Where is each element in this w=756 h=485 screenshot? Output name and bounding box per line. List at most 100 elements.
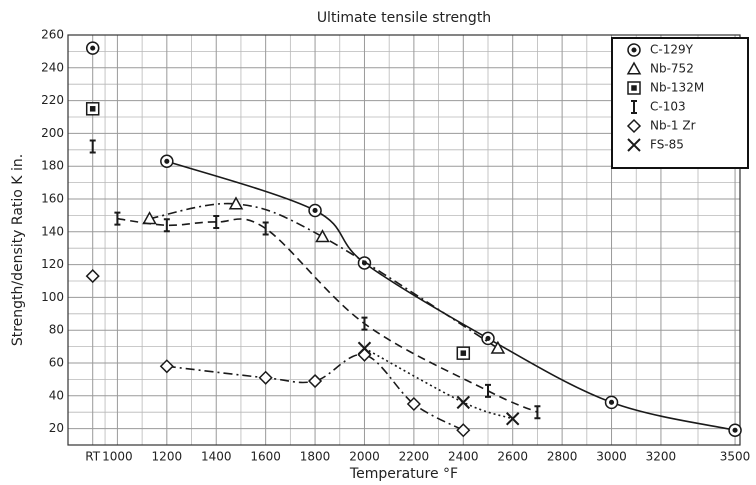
marker — [485, 383, 491, 398]
x-tick-label: 1200 — [152, 450, 183, 464]
marker — [626, 118, 642, 134]
marker — [728, 423, 742, 437]
marker — [307, 373, 323, 389]
legend-label: FS-85 — [650, 138, 684, 152]
marker-part — [85, 269, 100, 284]
x-tick-label: 2800 — [547, 450, 578, 464]
marker — [308, 203, 322, 218]
marker-part — [163, 218, 170, 233]
marker-part — [89, 106, 96, 112]
marker-part — [258, 370, 273, 385]
y-tick-label: 260 — [41, 28, 64, 42]
y-tick-label: 160 — [41, 192, 64, 206]
marker — [481, 331, 495, 346]
x-tick-label: 3500 — [720, 450, 751, 464]
legend-label: Nb-752 — [650, 62, 694, 76]
x-tick-label: 2200 — [399, 450, 430, 464]
series-line — [149, 202, 499, 349]
x-axis-label: Temperature °F — [349, 466, 458, 482]
marker — [631, 100, 637, 114]
marker-part — [315, 229, 330, 243]
y-tick-label: 200 — [41, 126, 64, 140]
marker-part — [626, 61, 642, 75]
marker-part — [631, 85, 637, 91]
marker — [213, 214, 220, 229]
y-tick-label: 80 — [49, 323, 64, 337]
marker — [361, 316, 368, 331]
marker-part — [456, 423, 471, 438]
x-tick-label: 2400 — [448, 450, 479, 464]
x-tick-label: 1000 — [102, 450, 133, 464]
y-tick-label: 240 — [41, 60, 64, 74]
legend-label: C-129Y — [650, 43, 694, 57]
marker — [228, 196, 244, 210]
marker — [163, 218, 170, 233]
marker — [159, 359, 174, 374]
x-tick-label: 3200 — [646, 450, 677, 464]
marker — [114, 211, 121, 226]
marker-part — [406, 396, 421, 412]
marker-part — [460, 350, 467, 356]
marker — [262, 221, 269, 236]
marker-part — [490, 340, 506, 354]
marker — [357, 341, 372, 355]
x-tick-label: RT — [85, 450, 100, 464]
y-tick-label: 60 — [49, 356, 64, 370]
marker-part — [626, 118, 642, 134]
marker — [456, 395, 471, 410]
marker — [627, 43, 641, 57]
x-tick-label: 1600 — [250, 450, 281, 464]
marker — [626, 61, 642, 75]
marker-part — [228, 196, 244, 210]
marker-part — [505, 412, 520, 426]
x-tick-label: 1800 — [300, 450, 331, 464]
marker-part — [627, 138, 641, 152]
marker — [456, 423, 471, 438]
marker — [456, 346, 471, 360]
marker — [627, 81, 641, 95]
marker — [406, 396, 421, 412]
marker — [89, 139, 96, 154]
marker — [490, 340, 506, 354]
legend-label: C-103 — [650, 100, 686, 114]
legend-label: Nb-1 Zr — [650, 119, 696, 133]
x-tick-label: 1400 — [201, 450, 232, 464]
marker-part — [262, 221, 269, 236]
marker-part — [307, 373, 323, 389]
y-tick-label: 100 — [41, 290, 64, 304]
marker-part — [114, 211, 121, 226]
marker — [85, 269, 100, 284]
legend-label: Nb-132M — [650, 81, 704, 95]
marker-part — [312, 207, 318, 214]
marker — [85, 41, 100, 55]
marker-part — [361, 316, 368, 331]
marker — [85, 102, 100, 116]
marker-part — [485, 383, 491, 398]
series-line — [166, 160, 736, 432]
y-tick-label: 220 — [41, 93, 64, 107]
marker — [627, 138, 641, 152]
marker-part — [89, 139, 96, 154]
marker — [315, 229, 330, 243]
marker-part — [732, 427, 738, 433]
y-tick-label: 140 — [41, 224, 64, 238]
y-tick-label: 120 — [41, 257, 64, 271]
x-tick-label: 3000 — [596, 450, 627, 464]
marker-part — [213, 214, 220, 229]
series-line — [166, 353, 464, 431]
marker-part — [456, 395, 471, 410]
chart-title: Ultimate tensile strength — [317, 10, 491, 26]
plot-frame — [67, 34, 741, 446]
y-axis-label: Strength/density Ratio K in. — [10, 154, 26, 346]
y-tick-label: 180 — [41, 159, 64, 173]
marker-part — [485, 335, 491, 341]
x-tick-label: 2600 — [497, 450, 528, 464]
y-tick-label: 20 — [49, 421, 64, 435]
marker — [534, 405, 541, 420]
x-tick-label: 2000 — [349, 450, 380, 464]
marker — [258, 370, 273, 385]
marker-part — [357, 341, 372, 355]
marker-part — [608, 399, 615, 405]
marker-part — [159, 359, 174, 374]
